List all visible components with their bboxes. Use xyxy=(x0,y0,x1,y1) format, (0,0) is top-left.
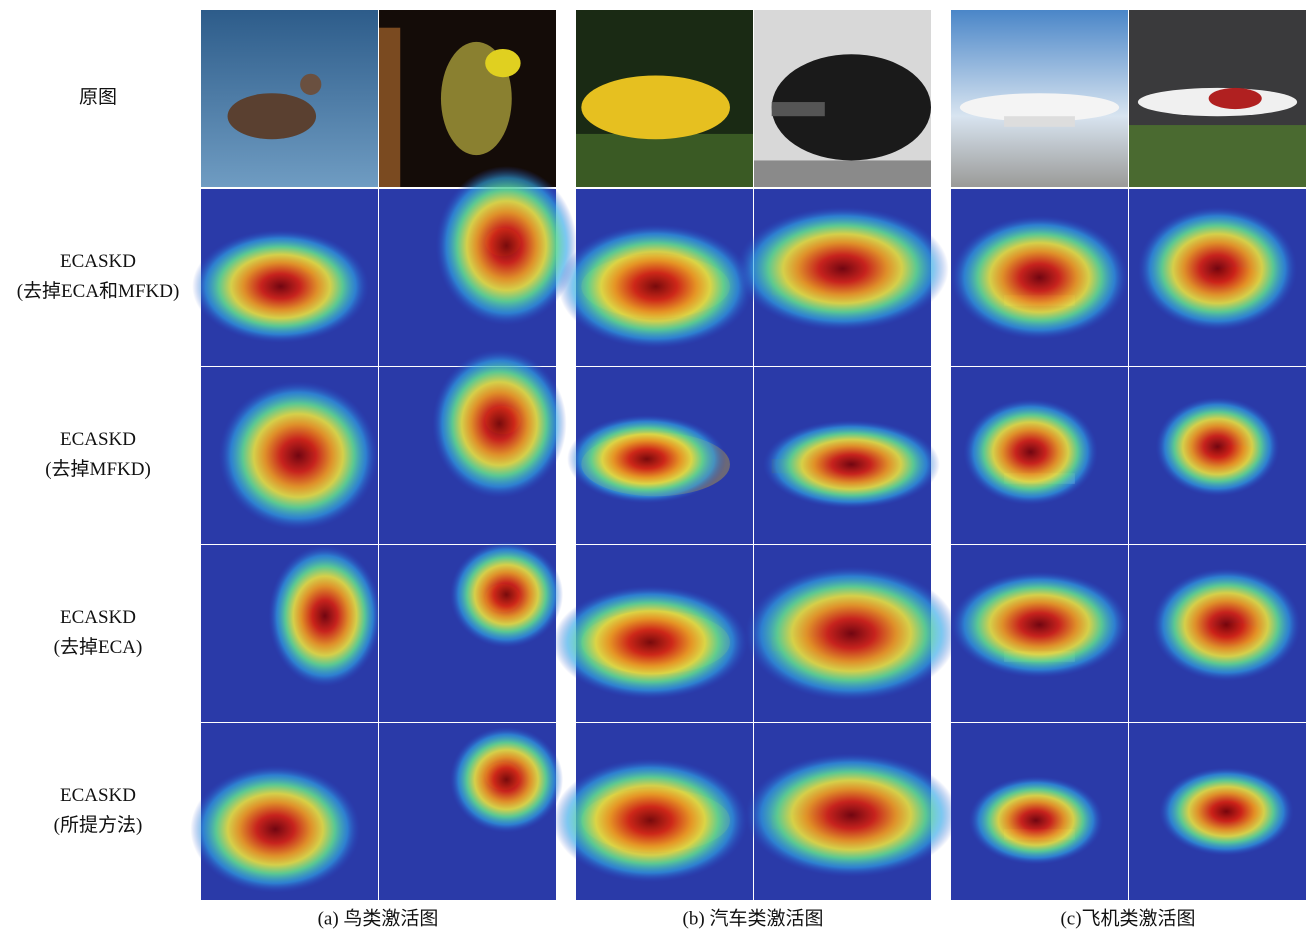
image-cell xyxy=(192,189,378,366)
image-cell xyxy=(379,723,563,900)
image-cell xyxy=(745,545,957,722)
image-cell xyxy=(754,367,940,544)
image-cell xyxy=(558,189,753,366)
heatmap xyxy=(219,381,378,530)
image-cell xyxy=(201,545,382,722)
row-label: ECASKD xyxy=(60,251,136,272)
row-label: (去掉ECA) xyxy=(54,636,143,658)
photo-shape xyxy=(754,160,931,187)
caption: (b) 汽车类激活图 xyxy=(683,907,824,929)
photo-shape xyxy=(228,93,317,139)
image-cell xyxy=(379,541,563,722)
row-label: (去掉MFKD) xyxy=(45,458,151,480)
photo-shape xyxy=(1209,88,1262,109)
image-cell xyxy=(553,723,753,900)
heatmap xyxy=(450,727,563,833)
heatmap xyxy=(1159,767,1294,856)
image-cell xyxy=(567,367,753,544)
heatmap xyxy=(745,753,957,877)
image-cell xyxy=(951,723,1128,900)
photo-shape xyxy=(300,74,321,95)
heatmap xyxy=(558,224,753,348)
heatmap xyxy=(192,230,369,343)
caption: (c)飞机类激活图 xyxy=(1060,907,1195,929)
image-cell xyxy=(379,166,577,366)
image-cell xyxy=(1129,545,1306,722)
image-cell xyxy=(201,10,378,187)
photo-shape xyxy=(581,75,730,139)
heatmap xyxy=(1156,397,1280,496)
image-cell xyxy=(1129,10,1306,187)
heatmap xyxy=(553,758,748,882)
row-label: ECASKD xyxy=(60,785,136,806)
photo-shape xyxy=(576,134,753,187)
figure: 原图 ECASKD (去掉ECA和MFKD) ECASKD (去掉MFKD) ECASKD… xyxy=(0,0,1308,934)
heatmap xyxy=(567,415,726,504)
heatmap xyxy=(969,776,1104,865)
photo-shape xyxy=(485,49,520,77)
photo-shape xyxy=(1129,125,1306,187)
heatmap xyxy=(190,765,360,892)
heatmap xyxy=(963,399,1098,505)
heatmap xyxy=(268,545,381,687)
image-cell xyxy=(951,10,1128,187)
image-cell xyxy=(754,10,931,187)
image-cell xyxy=(553,545,753,722)
heatmap xyxy=(1138,207,1297,331)
image-cell xyxy=(576,10,753,187)
heatmap xyxy=(436,166,578,325)
heatmap xyxy=(951,572,1128,678)
row-label: ECASKD xyxy=(60,607,136,628)
caption: (a) 鸟类激活图 xyxy=(318,907,439,929)
image-cell xyxy=(379,349,567,544)
image-cell xyxy=(201,367,378,544)
heatmap xyxy=(763,420,940,509)
photo-shape xyxy=(772,102,825,116)
heatmap xyxy=(1152,568,1301,681)
image-cell xyxy=(1129,189,1306,366)
heatmap xyxy=(553,586,748,699)
image-cell xyxy=(379,10,556,187)
row-label: 原图 xyxy=(79,87,117,108)
image-cell xyxy=(1129,367,1306,544)
heatmap xyxy=(745,566,957,701)
heatmap xyxy=(951,216,1128,340)
photo-shape xyxy=(1004,116,1075,127)
image-cell xyxy=(190,723,378,900)
row-label: (去掉ECA和MFKD) xyxy=(17,280,180,302)
image-cell xyxy=(951,189,1128,366)
image-cell xyxy=(951,545,1128,722)
heatmap xyxy=(450,541,563,647)
image-cell xyxy=(951,367,1128,544)
image-cell xyxy=(745,723,957,900)
image-cell xyxy=(736,189,948,366)
heatmap xyxy=(736,207,948,331)
photo-shape xyxy=(379,28,400,187)
heatmap xyxy=(432,349,567,498)
image-cell xyxy=(1129,723,1306,900)
row-label: ECASKD xyxy=(60,429,136,450)
row-label: (所提方法) xyxy=(54,814,143,836)
